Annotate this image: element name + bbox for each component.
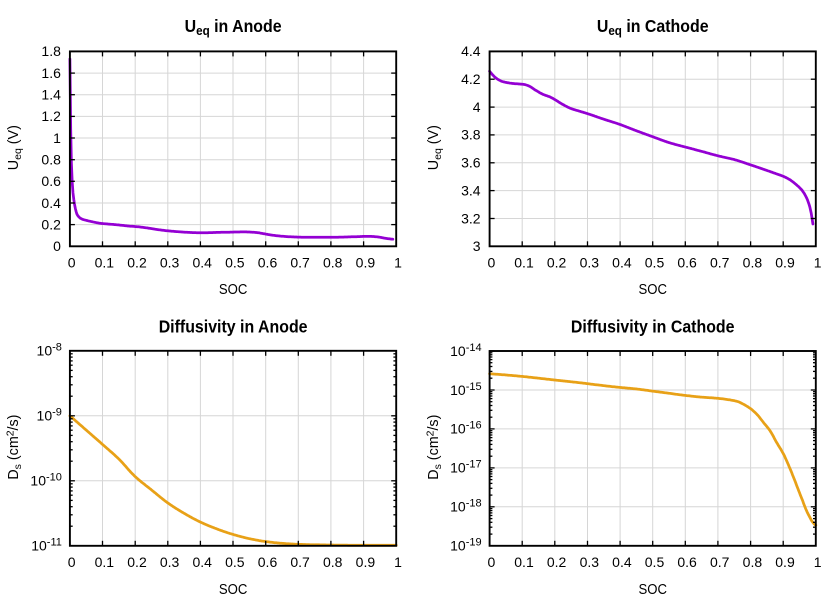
svg-text:0: 0	[488, 255, 496, 271]
svg-text:0.1: 0.1	[95, 255, 115, 271]
svg-text:0.7: 0.7	[710, 554, 730, 570]
svg-text:0: 0	[53, 238, 61, 254]
svg-text:0.8: 0.8	[323, 554, 343, 570]
svg-text:Ueq in Anode: Ueq in Anode	[185, 16, 282, 38]
svg-text:0.3: 0.3	[160, 554, 180, 570]
svg-text:1: 1	[53, 130, 61, 146]
svg-text:3.6: 3.6	[461, 155, 481, 171]
svg-text:Ds (cm2/s): Ds (cm2/s)	[425, 415, 445, 480]
svg-text:0.4: 0.4	[41, 195, 61, 211]
svg-text:SOC: SOC	[638, 581, 667, 597]
svg-text:0.6: 0.6	[41, 173, 61, 189]
svg-text:4.4: 4.4	[461, 43, 481, 59]
svg-text:0.6: 0.6	[258, 554, 278, 570]
svg-text:0.9: 0.9	[356, 554, 376, 570]
svg-text:4: 4	[473, 99, 481, 115]
svg-text:0.4: 0.4	[612, 255, 632, 271]
svg-text:0.7: 0.7	[290, 255, 310, 271]
svg-text:0.1: 0.1	[514, 255, 534, 271]
svg-text:3: 3	[473, 238, 481, 254]
svg-text:0.8: 0.8	[743, 255, 763, 271]
svg-text:SOC: SOC	[219, 282, 248, 298]
svg-text:SOC: SOC	[638, 282, 667, 298]
svg-text:0: 0	[68, 554, 76, 570]
svg-text:0.4: 0.4	[192, 554, 212, 570]
svg-text:0: 0	[68, 255, 76, 271]
svg-text:4.2: 4.2	[461, 71, 481, 87]
svg-text:0.5: 0.5	[645, 554, 665, 570]
svg-text:0.2: 0.2	[547, 255, 567, 271]
svg-text:0.5: 0.5	[645, 255, 665, 271]
svg-text:SOC: SOC	[219, 581, 248, 597]
svg-text:1.8: 1.8	[41, 43, 61, 59]
svg-text:Ueq (V): Ueq (V)	[6, 125, 24, 170]
svg-text:0.9: 0.9	[356, 255, 376, 271]
svg-text:Ds (cm2/s): Ds (cm2/s)	[5, 415, 25, 480]
svg-text:0.2: 0.2	[41, 216, 61, 232]
svg-text:0: 0	[488, 554, 496, 570]
svg-text:Diffusivity in Cathode: Diffusivity in Cathode	[571, 317, 735, 337]
svg-text:0.7: 0.7	[710, 255, 730, 271]
svg-text:1.4: 1.4	[41, 87, 61, 103]
svg-text:1: 1	[394, 554, 402, 570]
svg-text:0.5: 0.5	[225, 554, 245, 570]
svg-text:0.5: 0.5	[225, 255, 245, 271]
svg-text:Ueq in Cathode: Ueq in Cathode	[597, 16, 709, 38]
svg-text:0.6: 0.6	[677, 255, 697, 271]
svg-text:0.3: 0.3	[580, 554, 600, 570]
svg-text:1: 1	[814, 255, 822, 271]
svg-text:0.3: 0.3	[580, 255, 600, 271]
svg-text:0.2: 0.2	[547, 554, 567, 570]
svg-text:3.8: 3.8	[461, 127, 481, 143]
svg-text:1: 1	[814, 554, 822, 570]
svg-text:0.2: 0.2	[127, 255, 147, 271]
svg-text:3.2: 3.2	[461, 210, 481, 226]
svg-text:Diffusivity in Anode: Diffusivity in Anode	[159, 317, 308, 337]
svg-text:0.2: 0.2	[127, 554, 147, 570]
svg-text:1: 1	[394, 255, 402, 271]
svg-text:0.9: 0.9	[775, 255, 795, 271]
svg-text:0.6: 0.6	[258, 255, 278, 271]
svg-text:0.8: 0.8	[41, 152, 61, 168]
svg-text:0.9: 0.9	[775, 554, 795, 570]
svg-text:0.8: 0.8	[323, 255, 343, 271]
svg-text:0.8: 0.8	[743, 554, 763, 570]
svg-text:1.2: 1.2	[41, 108, 61, 124]
svg-text:3.4: 3.4	[461, 182, 481, 198]
svg-text:0.4: 0.4	[612, 554, 632, 570]
svg-text:0.1: 0.1	[514, 554, 534, 570]
svg-text:0.7: 0.7	[290, 554, 310, 570]
svg-text:Ueq (V): Ueq (V)	[426, 125, 444, 170]
svg-text:0.3: 0.3	[160, 255, 180, 271]
svg-text:0.4: 0.4	[192, 255, 212, 271]
svg-text:0.1: 0.1	[95, 554, 115, 570]
svg-text:1.6: 1.6	[41, 65, 61, 81]
svg-text:0.6: 0.6	[677, 554, 697, 570]
